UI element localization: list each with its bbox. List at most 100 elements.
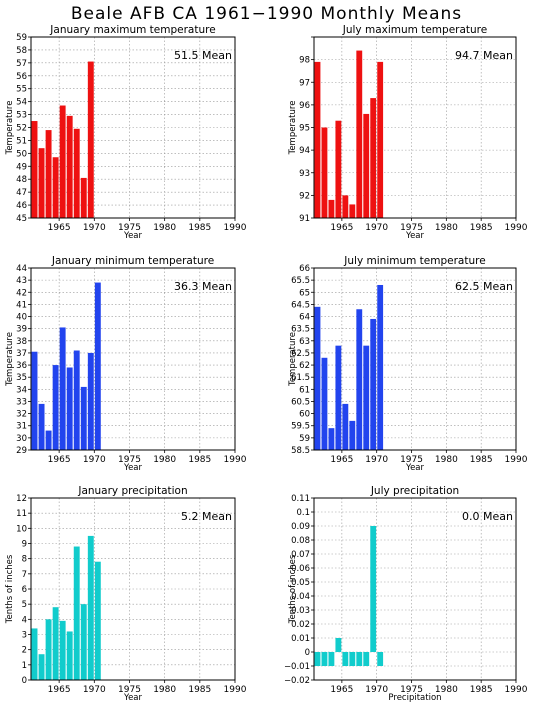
x-tick-label: 1985: [188, 685, 211, 695]
x-tick-label: 1975: [118, 223, 141, 233]
y-tick-label: 44: [16, 264, 27, 274]
mean-label: 0.0 Mean: [462, 510, 513, 523]
bar-1962: [321, 127, 328, 218]
y-tick-label: 8: [22, 555, 27, 565]
x-tick-label: 1980: [153, 223, 176, 233]
y-tick-label: 59: [16, 33, 27, 43]
y-tick-label: 58.5: [291, 446, 310, 456]
bar-1969: [87, 61, 94, 218]
bar-1967: [356, 652, 363, 666]
y-tick-label: 52: [16, 124, 27, 134]
x-tick-label: 1990: [505, 685, 528, 695]
y-tick-label: 5: [22, 600, 27, 610]
y-tick-label: 61: [299, 385, 310, 395]
chart-panel-2: 91 92 93 94 95 96 97 98 1965 1970 1975 1980 1985 1990…: [288, 24, 528, 241]
bar-1961: [314, 306, 321, 450]
bar-1961: [314, 652, 321, 666]
x-axis-label: Year: [123, 693, 143, 703]
x-tick-label: 1970: [83, 685, 106, 695]
y-tick-label: 36: [16, 361, 27, 371]
plot-frame: [313, 497, 517, 681]
y-tick-label: 0.11: [291, 494, 310, 504]
bar-1965: [342, 652, 349, 666]
bar-1970: [377, 284, 384, 450]
bar-1966: [349, 420, 356, 450]
chart-title: July precipitation: [370, 485, 459, 497]
y-axis-label: Temperature: [5, 101, 15, 156]
bar-1963: [328, 428, 335, 450]
y-tick-label: 95: [299, 124, 310, 134]
mean-label: 62.5 Mean: [455, 280, 513, 293]
y-tick-label: 6: [22, 585, 27, 595]
y-tick-label: 60.5: [291, 397, 310, 407]
y-tick-label: 33: [16, 397, 27, 407]
y-tick-label: 42: [16, 288, 27, 298]
x-tick-label: 1975: [400, 223, 423, 233]
x-axis-label: Precipitation: [388, 693, 441, 703]
bar-1964: [335, 345, 342, 450]
bar-1961: [31, 628, 38, 680]
x-tick-label: 1975: [118, 455, 141, 465]
y-tick-label: 62.5: [291, 349, 310, 359]
bar-1964: [52, 607, 59, 680]
bar-1962: [321, 652, 328, 666]
bar-1964: [335, 120, 342, 218]
y-tick-label: 96: [299, 101, 310, 111]
bar-1965: [59, 105, 66, 218]
x-tick-label: 1970: [83, 455, 106, 465]
y-tick-label: 59: [299, 434, 310, 444]
y-tick-label: 32: [16, 410, 27, 420]
bar-1963: [45, 130, 52, 218]
bar-1967: [356, 309, 363, 450]
y-tick-label: 48: [16, 175, 27, 185]
chart-panel-6: −0.02 −0.01 0 0.01 0.02 0.03 0.04 0.05 0.06 0.07 0…: [284, 485, 528, 703]
y-axis-label: Temperature: [288, 101, 298, 156]
y-tick-label: 50: [16, 149, 27, 159]
y-tick-label: 29: [16, 446, 27, 456]
y-tick-label: 49: [16, 162, 27, 172]
y-axis-label: Temperature: [5, 332, 15, 387]
x-tick-label: 1965: [48, 685, 71, 695]
x-tick-label: 1990: [224, 685, 247, 695]
y-tick-label: 54: [16, 98, 27, 108]
mean-label: 36.3 Mean: [174, 280, 232, 293]
y-tick-label: 59.5: [291, 422, 310, 432]
bar-1965: [59, 327, 66, 450]
y-tick-label: 92: [299, 191, 310, 201]
bar-1962: [38, 148, 45, 218]
x-tick-label: 1985: [470, 685, 493, 695]
y-axis-label: Tenths of inches: [288, 554, 298, 624]
y-tick-label: 0: [22, 676, 27, 686]
bar-1963: [45, 619, 52, 680]
x-tick-label: 1980: [435, 455, 458, 465]
bar-1968: [80, 386, 87, 450]
y-tick-label: 35: [16, 373, 27, 383]
bar-1967: [73, 128, 80, 218]
x-tick-label: 1965: [330, 223, 353, 233]
y-tick-label: 63.5: [291, 325, 310, 335]
x-tick-label: 1980: [435, 685, 458, 695]
y-tick-label: 12: [16, 494, 27, 504]
y-tick-label: 0: [305, 648, 310, 658]
bar-1967: [73, 350, 80, 450]
y-tick-label: 47: [16, 188, 27, 198]
bar-1965: [342, 403, 349, 450]
y-tick-label: 56: [16, 72, 27, 82]
x-tick-label: 1975: [118, 685, 141, 695]
y-axis-label: Tenths of inches: [5, 554, 15, 624]
bar-1969: [87, 352, 94, 450]
x-axis-label: Year: [405, 463, 425, 473]
y-axis-label: Temperature: [288, 332, 298, 387]
x-tick-label: 1970: [365, 455, 388, 465]
y-tick-label: 0.03: [291, 606, 310, 616]
y-tick-label: 0.06: [291, 564, 310, 574]
x-tick-label: 1980: [435, 223, 458, 233]
chart-title: July minimum temperature: [343, 255, 485, 267]
mean-label: 94.7 Mean: [455, 49, 513, 62]
chart-title: January precipitation: [77, 485, 187, 497]
y-tick-label: 66: [299, 264, 310, 274]
y-tick-label: 53: [16, 111, 27, 121]
y-tick-label: 65: [299, 288, 310, 298]
bar-1966: [349, 204, 356, 218]
y-tick-label: 38: [16, 337, 27, 347]
